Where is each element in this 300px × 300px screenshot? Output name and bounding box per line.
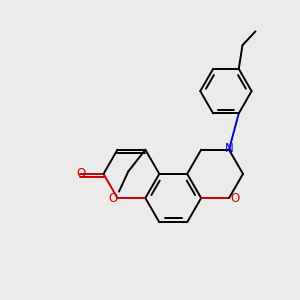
Text: N: N (225, 142, 233, 155)
Text: O: O (77, 167, 86, 180)
Text: O: O (230, 191, 239, 205)
Text: O: O (108, 191, 117, 205)
